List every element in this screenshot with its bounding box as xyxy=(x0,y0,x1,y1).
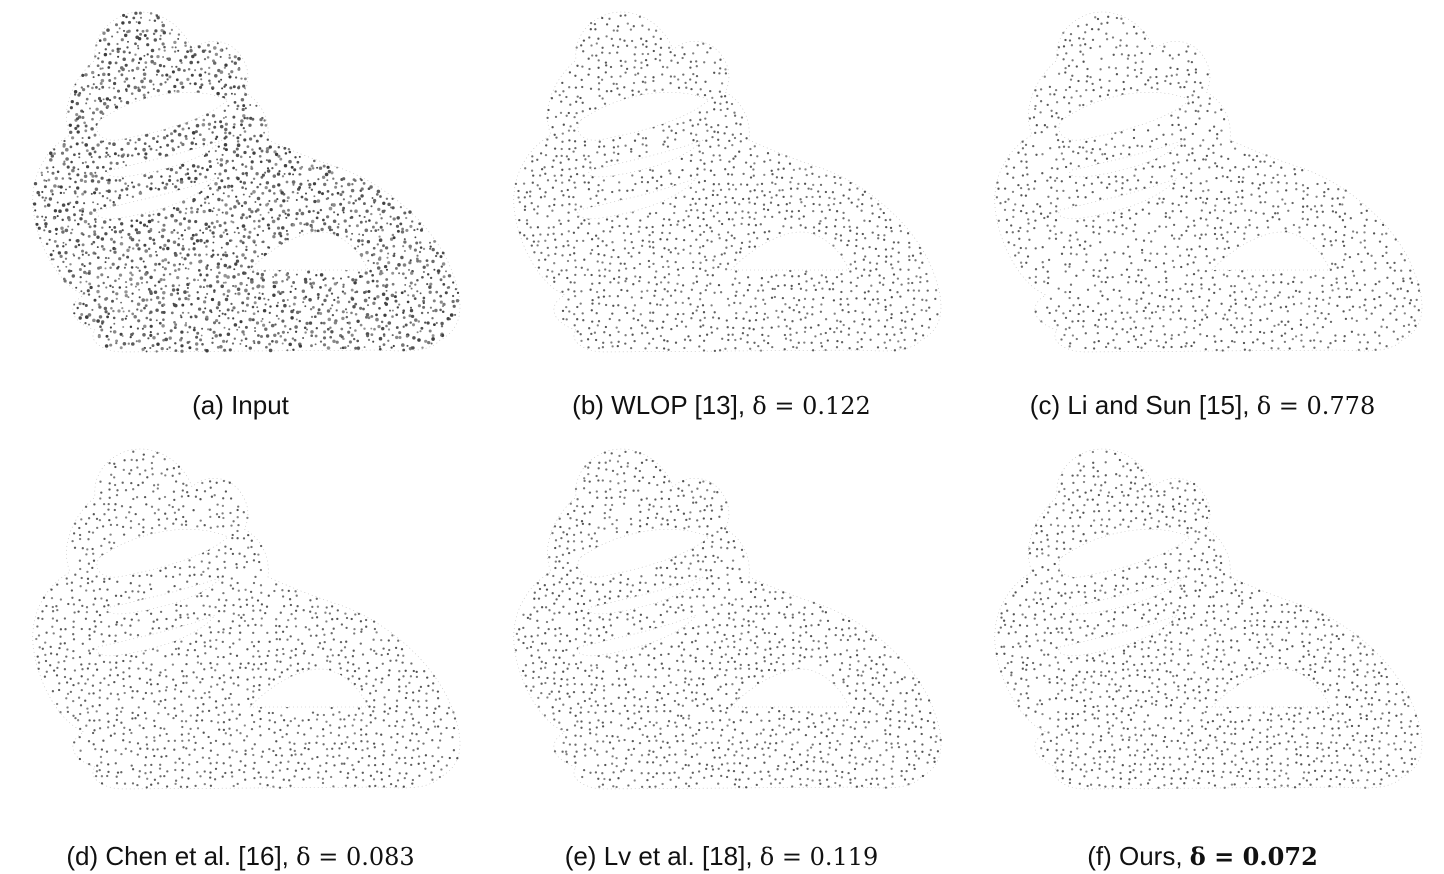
caption-label: (d) Chen et al. [16], xyxy=(66,841,297,871)
caption-c: (c) Li and Sun [15], δ = 0.778 xyxy=(962,390,1443,421)
sculpture-outline xyxy=(32,11,461,353)
caption-e: (e) Lv et al. [18], δ = 0.119 xyxy=(481,841,962,872)
caption-metric: δ = 0.083 xyxy=(296,843,415,871)
caption-metric: δ = 0.122 xyxy=(752,392,871,420)
caption-d: (d) Chen et al. [16], δ = 0.083 xyxy=(0,841,481,872)
sculpture-hole xyxy=(588,576,704,615)
sculpture-hole xyxy=(1069,576,1185,615)
sculpture-hole xyxy=(588,139,704,178)
sculpture-hole xyxy=(96,614,216,657)
caption-label: (a) Input xyxy=(192,390,289,420)
caption-label: (b) WLOP [13], xyxy=(572,390,753,420)
sculpture-hole xyxy=(249,668,369,708)
panel-d: (d) Chen et al. [16], δ = 0.083 xyxy=(0,437,481,874)
sculpture-hole xyxy=(1058,177,1178,220)
sculpture-hole xyxy=(96,177,216,220)
sculpture-hole xyxy=(1211,231,1331,271)
point-samples xyxy=(514,450,942,789)
point-samples xyxy=(514,14,939,353)
caption-metric: δ = 0.072 xyxy=(1189,842,1318,871)
sculpture-hole xyxy=(730,231,850,271)
sculpture-hole xyxy=(1058,91,1191,141)
sculpture-hole xyxy=(96,91,229,141)
sculpture-outline xyxy=(513,11,942,353)
point-cloud-render-b xyxy=(513,11,942,353)
caption-metric: δ = 0.119 xyxy=(759,843,879,871)
point-cloud-render-f xyxy=(994,448,1423,790)
panel-b: (b) WLOP [13], δ = 0.122 xyxy=(481,0,962,437)
caption-a: (a) Input xyxy=(0,390,481,421)
panel-a: (a) Input xyxy=(0,0,481,437)
panel-c: (c) Li and Sun [15], δ = 0.778 xyxy=(962,0,1443,437)
panel-e: (e) Lv et al. [18], δ = 0.119 xyxy=(481,437,962,874)
caption-metric: δ = 0.778 xyxy=(1256,392,1376,420)
point-samples xyxy=(995,450,1419,789)
sculpture-hole xyxy=(577,614,697,657)
sculpture-hole xyxy=(730,668,850,708)
sculpture-hole xyxy=(577,177,697,220)
sculpture-outline xyxy=(513,448,942,790)
sculpture-hole xyxy=(107,139,223,178)
point-samples xyxy=(995,15,1421,352)
sculpture-hole xyxy=(577,528,710,578)
caption-b: (b) WLOP [13], δ = 0.122 xyxy=(481,390,962,421)
caption-label: (e) Lv et al. [18], xyxy=(564,841,760,871)
point-samples xyxy=(35,450,459,789)
sculpture-hole xyxy=(1211,668,1331,708)
sculpture-hole xyxy=(1069,139,1185,178)
point-samples xyxy=(32,11,460,353)
point-cloud-render-e xyxy=(513,448,942,790)
sculpture-hole xyxy=(96,528,229,578)
point-cloud-render-a xyxy=(32,11,461,353)
point-cloud-render-c xyxy=(994,11,1423,353)
sculpture-outline xyxy=(994,11,1423,353)
panel-f: (f) Ours, δ = 0.072 xyxy=(962,437,1443,874)
sculpture-hole xyxy=(1058,614,1178,657)
caption-f: (f) Ours, δ = 0.072 xyxy=(962,841,1443,872)
sculpture-outline xyxy=(994,448,1423,790)
caption-label: (c) Li and Sun [15], xyxy=(1029,390,1257,420)
sculpture-hole xyxy=(107,576,223,615)
sculpture-outline xyxy=(32,448,461,790)
point-cloud-render-d xyxy=(32,448,461,790)
sculpture-hole xyxy=(1058,528,1191,578)
sculpture-hole xyxy=(577,91,710,141)
caption-label: (f) Ours, xyxy=(1087,841,1190,871)
sculpture-hole xyxy=(249,231,369,271)
